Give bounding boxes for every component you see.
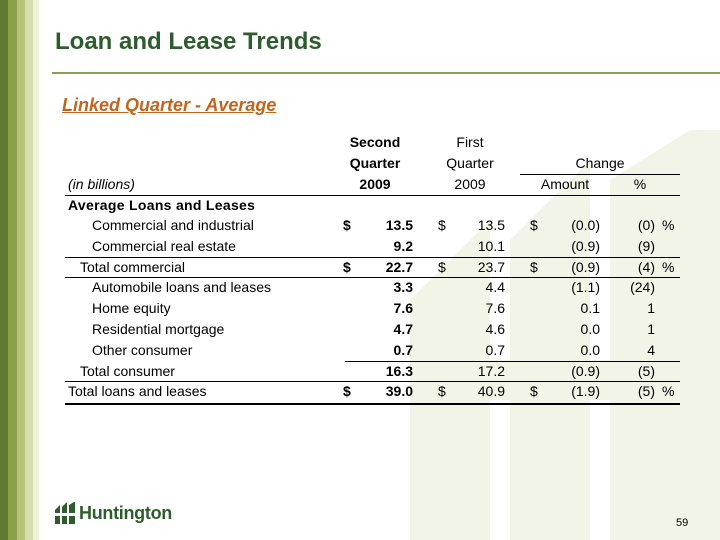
first-currency: $ <box>438 383 446 399</box>
change-amount: (0.9) <box>571 259 600 275</box>
title-rule <box>52 72 720 74</box>
first-currency: $ <box>438 259 446 275</box>
second-currency: $ <box>343 383 351 399</box>
second-currency: $ <box>343 217 351 233</box>
watermark-logo <box>410 130 720 540</box>
amount-currency: $ <box>530 259 538 275</box>
logo-mark-icon <box>55 502 75 524</box>
change-pct: (24) <box>630 279 655 295</box>
page-subtitle: Linked Quarter - Average <box>62 95 277 115</box>
first-quarter-value: 0.7 <box>485 342 505 358</box>
page-number: 59 <box>676 517 689 529</box>
grand-total-double-rule <box>65 403 680 405</box>
row-label: Other consumer <box>92 342 193 358</box>
change-amount: (0.9) <box>571 363 600 379</box>
second-quarter-value: 0.7 <box>393 342 413 358</box>
change-amount: 0.0 <box>580 321 600 337</box>
second-currency: $ <box>343 259 351 275</box>
header-second-line1: Second <box>349 134 401 150</box>
change-amount: (0.9) <box>571 238 600 254</box>
row-label: Total loans and leases <box>68 383 207 399</box>
row-label: Commercial and industrial <box>92 217 254 233</box>
second-quarter-value: 39.0 <box>385 383 413 399</box>
header-first-line1: First <box>456 134 484 150</box>
change-amount: (1.1) <box>571 279 600 295</box>
pct-symbol: % <box>662 217 675 233</box>
pct-symbol: % <box>662 259 675 275</box>
second-quarter-value: 9.2 <box>393 238 413 254</box>
row-label: Automobile loans and leases <box>92 279 272 295</box>
header-first-line3: 2009 <box>454 176 486 192</box>
first-quarter-value: 40.9 <box>477 383 505 399</box>
first-quarter-value: 10.1 <box>477 238 505 254</box>
header-amount: Amount <box>540 176 590 192</box>
second-quarter-value: 22.7 <box>385 259 413 275</box>
pct-symbol: % <box>662 383 675 399</box>
header-second-line2: Quarter <box>349 155 401 171</box>
units-label: (in billions) <box>68 176 135 192</box>
first-quarter-value: 7.6 <box>485 300 505 316</box>
total-consumer-top-rule <box>345 361 680 362</box>
first-quarter-value: 13.5 <box>477 217 505 233</box>
row-label: Total commercial <box>80 259 186 275</box>
section-label: Average Loans and Leases <box>68 197 256 213</box>
second-quarter-value: 13.5 <box>385 217 413 233</box>
change-pct: (9) <box>637 238 655 254</box>
first-quarter-value: 17.2 <box>477 363 505 379</box>
change-pct: 1 <box>647 321 655 337</box>
second-quarter-value: 7.6 <box>393 300 413 316</box>
left-stripe-4 <box>25 0 33 540</box>
header-bottom-rule <box>65 195 680 196</box>
logo-text: Huntington <box>79 502 172 523</box>
total-commercial-bottom-rule <box>65 277 680 278</box>
left-stripe-3 <box>17 0 25 540</box>
page-title: Loan and Lease Trends <box>55 28 322 55</box>
left-stripe-5 <box>33 0 39 540</box>
change-pct: (5) <box>637 383 655 399</box>
second-quarter-value: 4.7 <box>393 321 413 337</box>
logo: Huntington <box>55 502 172 524</box>
header-change: Change <box>575 155 625 171</box>
header-second-line3: 2009 <box>359 176 391 192</box>
total-consumer-bottom-rule <box>65 381 680 382</box>
first-quarter-value: 4.4 <box>485 279 505 295</box>
change-pct: 1 <box>647 300 655 316</box>
first-quarter-value: 4.6 <box>485 321 505 337</box>
change-rule <box>520 174 680 175</box>
row-label: Total consumer <box>80 363 175 379</box>
change-pct: (5) <box>637 363 655 379</box>
change-amount: 0.1 <box>580 300 600 316</box>
header-first-line2: Quarter <box>446 155 494 171</box>
total-commercial-top-rule <box>65 257 680 258</box>
change-pct: 4 <box>647 342 655 358</box>
header-pct: % <box>633 176 647 192</box>
change-amount: 0.0 <box>580 342 600 358</box>
left-stripe-1 <box>0 0 8 540</box>
second-quarter-value: 3.3 <box>393 279 413 295</box>
first-currency: $ <box>438 217 446 233</box>
row-label: Commercial real estate <box>92 238 236 254</box>
second-quarter-value: 16.3 <box>385 363 413 379</box>
row-label: Home equity <box>92 300 171 316</box>
amount-currency: $ <box>530 217 538 233</box>
change-pct: (0) <box>637 217 655 233</box>
first-quarter-value: 23.7 <box>477 259 505 275</box>
row-label: Residential mortgage <box>92 321 225 337</box>
left-stripe-2 <box>8 0 17 540</box>
change-pct: (4) <box>637 259 655 275</box>
change-amount: (1.9) <box>571 383 600 399</box>
change-amount: (0.0) <box>571 217 600 233</box>
amount-currency: $ <box>530 383 538 399</box>
